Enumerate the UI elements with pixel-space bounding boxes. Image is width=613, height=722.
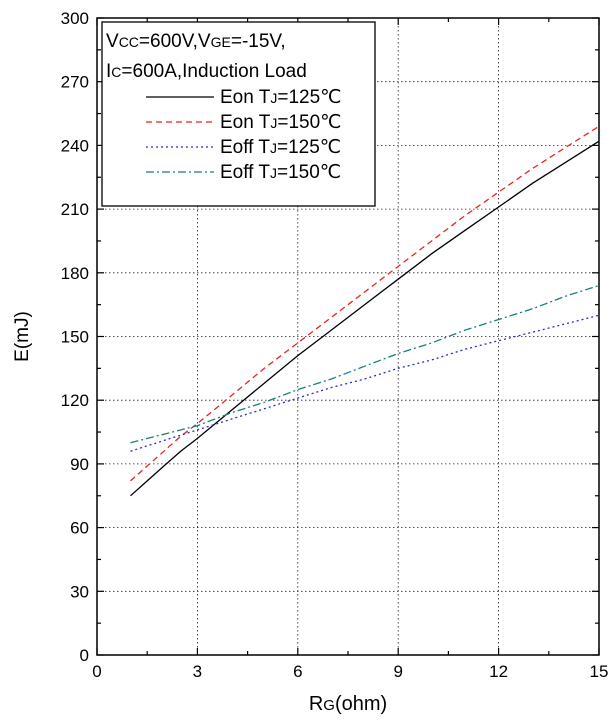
legend-text: V — [106, 31, 119, 52]
y-tick-label: 60 — [70, 519, 89, 538]
y-tick-label: 180 — [61, 264, 89, 283]
legend-text: Eoff T — [220, 137, 270, 158]
legend-text: =150℃ — [277, 162, 341, 183]
x-tick-label: 0 — [92, 662, 101, 681]
x-tick-label: 12 — [489, 662, 508, 681]
x-tick-label: 15 — [590, 662, 609, 681]
y-tick-label: 240 — [61, 136, 89, 155]
series-line-3 — [131, 315, 600, 451]
legend-entry-label-2: Eon TJ=150℃ — [220, 112, 342, 133]
y-tick-label: 30 — [70, 582, 89, 601]
legend-text: Eon T — [220, 87, 271, 108]
y-tick-labels: 0 30 60 90 120 150 180 210 240 270 300 — [61, 9, 89, 665]
subscript-text: GE — [211, 34, 231, 50]
legend-text: =600A,Induction Load — [121, 61, 306, 82]
subscript-text: J — [270, 90, 277, 106]
x-tick-label: 6 — [293, 662, 302, 681]
x-axis-title: RG(ohm) — [309, 693, 387, 715]
y-tick-label: 0 — [80, 646, 89, 665]
legend-text: =150℃ — [277, 112, 341, 133]
y-tick-label: 270 — [61, 73, 89, 92]
legend-text: Eon T — [220, 112, 271, 133]
legend-entry-label-1: Eon TJ=125℃ — [220, 87, 342, 108]
legend-entry-label-4: Eoff TJ=150℃ — [220, 162, 341, 183]
y-tick-label: 150 — [61, 328, 89, 347]
x-tick-label: 9 — [393, 662, 402, 681]
legend-entry-label-3: Eoff TJ=125℃ — [220, 137, 341, 158]
series-line-4 — [131, 286, 600, 443]
x-axis-title-sub: G — [323, 697, 335, 714]
x-tick-labels: 0 3 6 9 12 15 — [92, 662, 608, 681]
y-tick-label: 120 — [61, 391, 89, 410]
subscript-text: J — [270, 115, 277, 131]
legend-text: =125℃ — [277, 137, 341, 158]
legend-text: =600V,V — [139, 31, 211, 52]
y-axis-title: E(mJ) — [12, 311, 33, 362]
subscript-text: CC — [119, 34, 139, 50]
y-tick-label: 90 — [70, 455, 89, 474]
x-axis-title-rest: (ohm) — [335, 693, 387, 715]
y-tick-label: 210 — [61, 200, 89, 219]
subscript-text: J — [270, 165, 277, 181]
subscript-text: J — [270, 140, 277, 156]
subscript-text: C — [111, 64, 121, 80]
legend-header-line: IC=600A,Induction Load — [106, 61, 307, 82]
legend-text: Eoff T — [220, 162, 270, 183]
legend-text: =125℃ — [277, 87, 341, 108]
x-tick-label: 3 — [193, 662, 202, 681]
legend-text: =-15V, — [231, 31, 286, 52]
x-axis-title-main: R — [309, 693, 323, 715]
legend-header-line: VCC=600V,VGE=-15V, — [106, 31, 286, 52]
legend: VCC=600V,VGE=-15V, IC=600A,Induction Load… — [102, 22, 375, 206]
y-tick-label: 300 — [61, 9, 89, 28]
